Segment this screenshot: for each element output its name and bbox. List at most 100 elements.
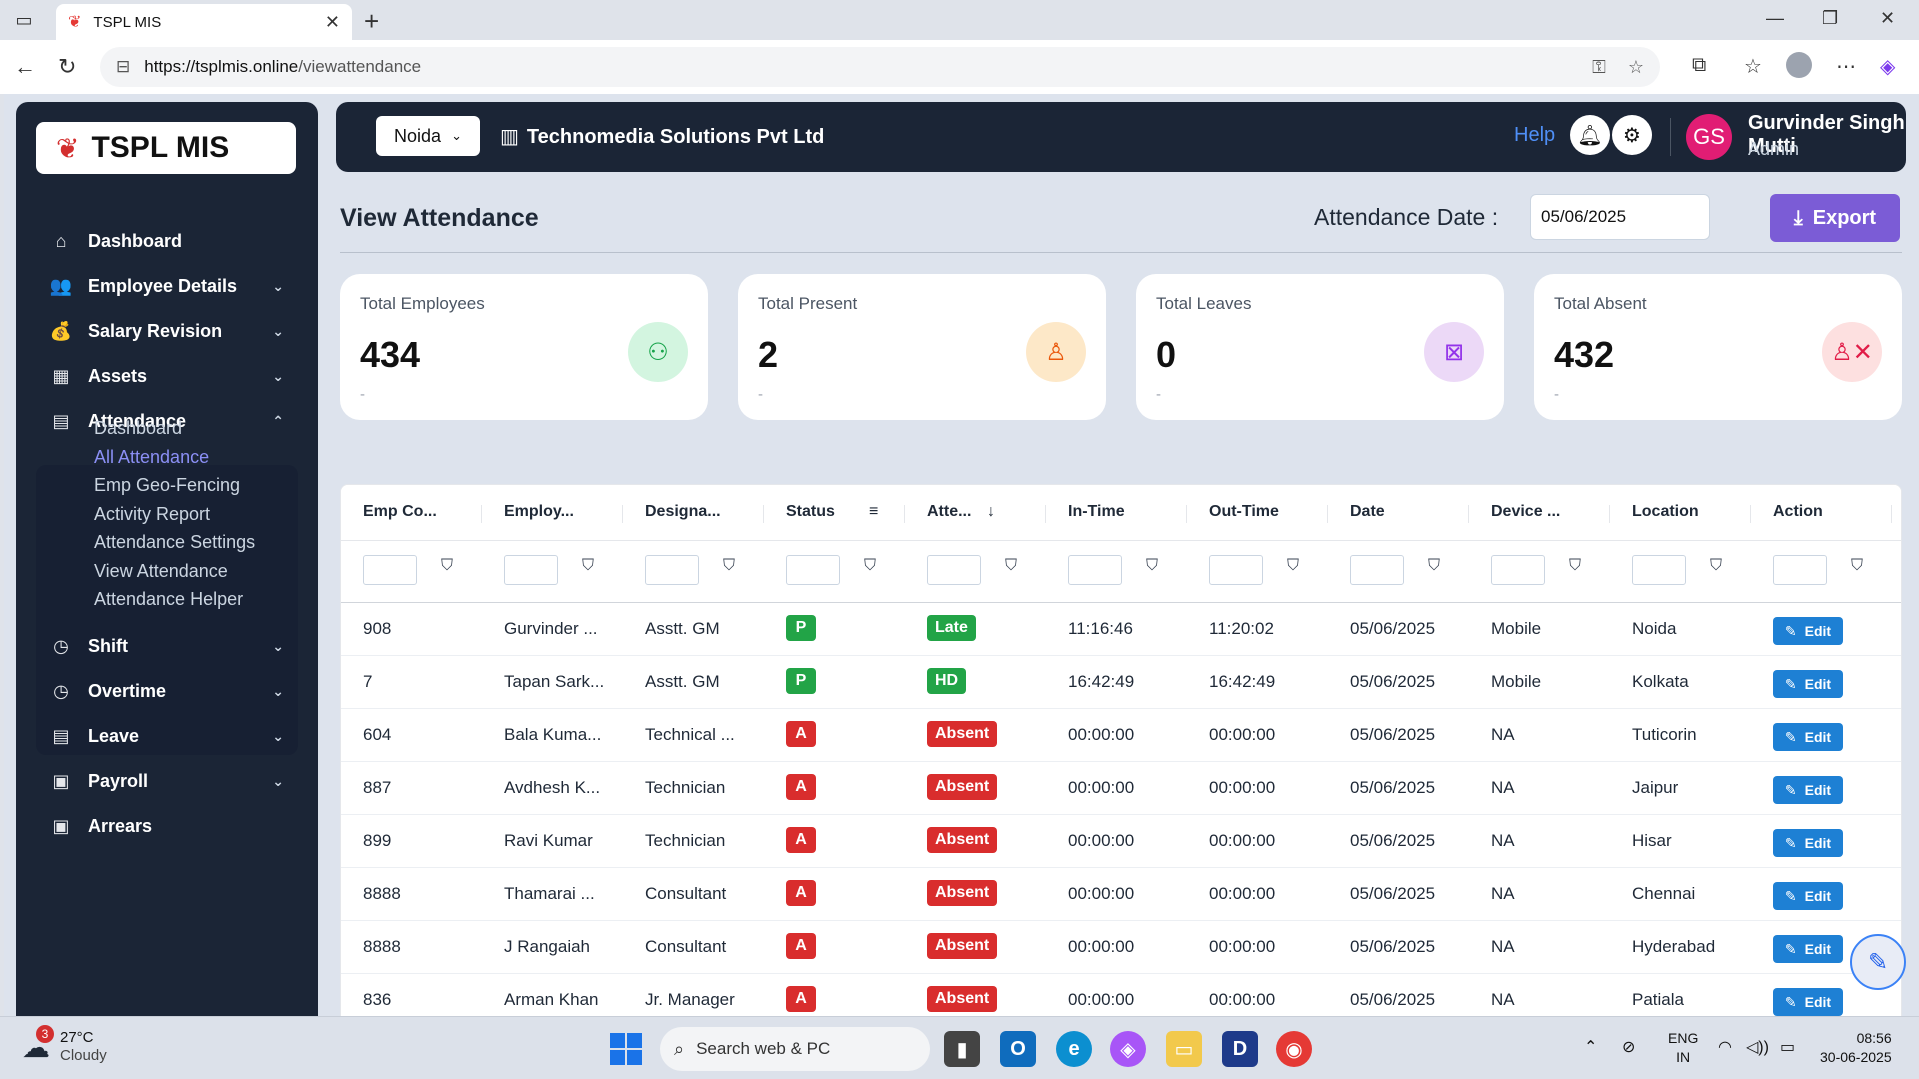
edit-button[interactable]: ✎ Edit [1773, 935, 1843, 963]
dell-icon[interactable]: D [1222, 1031, 1258, 1067]
table-row[interactable]: 836 Arman Khan Jr. Manager A Absent 00:00:00 0… [341, 974, 1901, 1016]
sub-item-view-attendance[interactable]: View Attendance [94, 561, 228, 581]
col-date[interactable]: Date [1350, 503, 1385, 520]
col-separator[interactable] [904, 505, 905, 523]
chevron-up-icon[interactable]: ⌃ [1584, 1039, 1598, 1056]
help-link[interactable]: Help [1514, 124, 1556, 146]
windows-start-icon[interactable] [610, 1033, 642, 1065]
language-indicator[interactable]: ENG IN [1668, 1029, 1698, 1067]
edit-button[interactable]: ✎ Edit [1773, 882, 1843, 910]
edit-button[interactable]: ✎ Edit [1773, 829, 1843, 857]
col-location[interactable]: Location [1632, 503, 1699, 520]
wifi-icon[interactable]: ◠ [1718, 1039, 1732, 1056]
col-device[interactable]: Device ... [1491, 503, 1561, 520]
table-row[interactable]: 899 Ravi Kumar Technician A Absent 00:00:00 00… [341, 815, 1901, 868]
col-separator[interactable] [1327, 505, 1328, 523]
col-separator[interactable] [1609, 505, 1610, 523]
filter-icon[interactable]: ⛉ [1287, 557, 1300, 574]
filter-input[interactable] [504, 555, 558, 585]
attendance-date-input[interactable]: 05/06/2025 [1530, 194, 1710, 240]
filter-input[interactable] [645, 555, 699, 585]
col-separator[interactable] [763, 505, 764, 523]
network-off-icon[interactable]: ⊘ [1622, 1039, 1636, 1056]
task-view-icon[interactable]: ▮ [944, 1031, 980, 1067]
sidebar-item-leave[interactable]: ▤ Leave ⌄ [36, 714, 298, 758]
extensions-icon[interactable]: ⧉ [1692, 54, 1707, 76]
minimize-icon[interactable]: — [1766, 8, 1784, 28]
col-out-time[interactable]: Out-Time [1209, 503, 1279, 520]
url-bar[interactable]: ⊟ https://tsplmis.online/viewattendance … [100, 47, 1660, 87]
sidebar-item-arrears[interactable]: ▣ Arrears [36, 804, 298, 848]
filter-icon[interactable]: ⛉ [1569, 557, 1582, 574]
copilot-app-icon[interactable]: ◈ [1110, 1031, 1146, 1067]
col-separator[interactable] [1750, 505, 1751, 523]
favorite-star-icon[interactable]: ☆ [1627, 56, 1644, 77]
export-button[interactable]: ⤓ Export [1770, 194, 1900, 242]
edge-icon[interactable]: e [1056, 1031, 1092, 1067]
edit-button[interactable]: ✎ Edit [1773, 776, 1843, 804]
browser-tab[interactable]: ❦ TSPL MIS ✕ [56, 4, 352, 40]
copilot-icon[interactable]: ◈ [1880, 56, 1896, 78]
filter-input[interactable] [786, 555, 840, 585]
table-row[interactable]: 8888 J Rangaiah Consultant A Absent 00:00:00 0… [341, 921, 1901, 974]
col-designation[interactable]: Designa... [645, 503, 721, 520]
filter-input[interactable] [1068, 555, 1122, 585]
sidebar-item-attendance[interactable]: ▤ Attendance ⌃ [36, 399, 298, 443]
filter-icon[interactable]: ⛉ [582, 557, 595, 574]
col-separator[interactable] [622, 505, 623, 523]
edit-button[interactable]: ✎ Edit [1773, 617, 1843, 645]
new-tab-button[interactable]: + [364, 6, 380, 36]
filter-icon[interactable]: ⛉ [1005, 557, 1018, 574]
close-tab-icon[interactable]: ✕ [324, 11, 340, 32]
more-menu-icon[interactable]: ⋯ [1836, 56, 1856, 78]
col-separator[interactable] [1186, 505, 1187, 523]
avatar[interactable]: GS [1686, 114, 1732, 160]
taskbar-search[interactable]: ⌕ Search web & PC [660, 1027, 930, 1071]
filter-input[interactable] [363, 555, 417, 585]
col-separator[interactable] [1468, 505, 1469, 523]
sub-item-attendance-settings[interactable]: Attendance Settings [94, 532, 256, 552]
column-menu-icon[interactable]: ≡ [869, 503, 879, 520]
sub-item-dashboard[interactable]: Dashboard [94, 418, 183, 438]
sidebar-item-dashboard[interactable]: ⌂ Dashboard [36, 219, 298, 263]
location-select[interactable]: Noida ⌄ [376, 116, 480, 156]
table-row[interactable]: 7 Tapan Sark... Asstt. GM P HD 16:42:49 16:42:… [341, 656, 1901, 709]
filter-icon[interactable]: ⛉ [864, 557, 877, 574]
table-row[interactable]: 908 Gurvinder ... Asstt. GM P Late 11:16:46 11… [341, 603, 1901, 656]
site-info-icon[interactable]: ⊟ [116, 57, 131, 76]
filter-icon[interactable]: ⛉ [1146, 557, 1159, 574]
sub-item-emp-geo-fencing[interactable]: Emp Geo-Fencing [94, 475, 241, 495]
sidebar-item-overtime[interactable]: ◷ Overtime ⌄ [36, 669, 298, 713]
filter-icon[interactable]: ⛉ [723, 557, 736, 574]
col-emp-code[interactable]: Emp Co... [363, 503, 437, 520]
table-row[interactable]: 887 Avdhesh K... Technician A Absent 00:00:00… [341, 762, 1901, 815]
file-explorer-icon[interactable]: ▭ [1166, 1031, 1202, 1067]
bell-icon[interactable]: 🔔︎ [1570, 115, 1610, 155]
filter-input[interactable] [1491, 555, 1545, 585]
app-logo[interactable]: ❦ TSPL MIS [36, 122, 296, 174]
col-separator[interactable] [1891, 505, 1892, 523]
edit-button[interactable]: ✎ Edit [1773, 670, 1843, 698]
filter-input[interactable] [1632, 555, 1686, 585]
sub-item-activity-report[interactable]: Activity Report [94, 504, 211, 524]
sub-item-all-attendance[interactable]: All Attendance [94, 447, 210, 467]
sidebar-item-assets[interactable]: ▦ Assets ⌄ [36, 354, 298, 398]
filter-icon[interactable]: ⛉ [1710, 557, 1723, 574]
sidebar-item-shift[interactable]: ◷ Shift ⌄ [36, 624, 298, 668]
weather-widget[interactable]: ☁ 3 27°C Cloudy [22, 1024, 107, 1065]
filter-input[interactable] [1209, 555, 1263, 585]
volume-icon[interactable]: ◁)) [1746, 1039, 1769, 1056]
chrome-icon[interactable]: ◉ [1276, 1031, 1312, 1067]
table-row[interactable]: 8888 Thamarai ... Consultant A Absent 00:00:0… [341, 868, 1901, 921]
table-row[interactable]: 604 Bala Kuma... Technical ... A Absent 00:00… [341, 709, 1901, 762]
outlook-icon[interactable]: O [1000, 1031, 1036, 1067]
filter-input[interactable] [927, 555, 981, 585]
close-window-icon[interactable]: ✕ [1880, 8, 1896, 28]
sub-item-attendance-helper[interactable]: Attendance Helper [94, 589, 244, 609]
favorites-icon[interactable]: ☆ [1744, 56, 1762, 78]
filter-input[interactable] [1350, 555, 1404, 585]
gear-icon[interactable]: ⚙ [1612, 115, 1652, 155]
col-in-time[interactable]: In-Time [1068, 503, 1125, 520]
col-separator[interactable] [1045, 505, 1046, 523]
filter-icon[interactable]: ⛉ [1851, 557, 1864, 574]
